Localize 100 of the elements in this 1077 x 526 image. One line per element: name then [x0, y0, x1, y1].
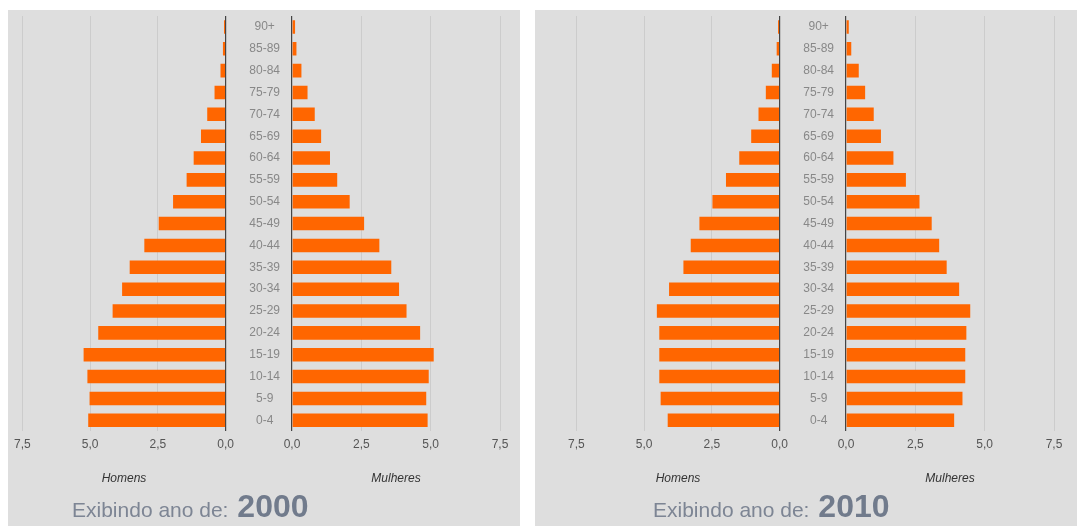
x-axis-title: Mulheres — [925, 471, 975, 486]
bar — [846, 326, 967, 340]
bar — [765, 85, 780, 100]
y-tick-label: 30-34 — [803, 281, 835, 296]
bar — [292, 304, 407, 318]
y-tick-label: 0-4 — [255, 412, 274, 427]
bar — [846, 216, 932, 231]
x-tick-label: 0,0 — [217, 436, 235, 451]
bar — [846, 413, 955, 428]
x-tick-label: 7,5 — [568, 436, 585, 451]
bar — [846, 304, 971, 318]
y-tick-label: 75-79 — [803, 84, 835, 99]
x-tick-label: 5,0 — [976, 436, 994, 451]
bar — [292, 282, 400, 296]
y-tick-label: 20-24 — [249, 325, 281, 340]
x-tick-label: 2,5 — [149, 436, 167, 451]
y-tick-label: 80-84 — [249, 62, 281, 77]
bar — [292, 129, 322, 143]
bar — [207, 107, 226, 122]
text: Exibindo ano de: — [653, 498, 810, 521]
bar — [144, 238, 226, 253]
y-tick-label: 30-34 — [249, 281, 281, 296]
bar — [292, 413, 428, 428]
bar — [292, 391, 427, 406]
bar — [846, 151, 894, 165]
bar — [846, 129, 881, 143]
bar — [292, 347, 434, 362]
text: 2000 — [236, 488, 309, 524]
x-tick-label: 0,0 — [837, 436, 855, 451]
x-axis-title: Mulheres — [371, 471, 421, 486]
bar — [292, 107, 315, 122]
bar — [222, 42, 226, 56]
x-tick-label: 5,0 — [422, 436, 440, 451]
y-tick-label: 15-19 — [249, 347, 281, 362]
bar — [292, 216, 365, 231]
y-tick-label: 25-29 — [803, 303, 835, 318]
bar — [89, 391, 226, 406]
bar — [173, 194, 226, 209]
text: Exibindo ano de: — [72, 498, 229, 521]
x-tick-label: 2,5 — [352, 436, 370, 451]
bar — [846, 260, 947, 275]
y-tick-label: 90+ — [808, 19, 829, 34]
bar — [292, 260, 392, 275]
y-tick-label: 20-24 — [803, 325, 835, 340]
bar — [200, 129, 226, 143]
y-tick-label: 10-14 — [249, 368, 281, 383]
bar — [699, 216, 780, 231]
y-tick-label: 90+ — [254, 19, 275, 34]
x-tick-label: 7,5 — [1045, 436, 1063, 451]
y-tick-label: 25-29 — [249, 303, 281, 318]
x-tick-label: 7,5 — [491, 436, 509, 451]
bar — [129, 260, 226, 275]
y-tick-label: 80-84 — [803, 62, 835, 77]
y-tick-label: 35-39 — [803, 259, 835, 274]
bar — [659, 326, 780, 340]
y-tick-label: 35-39 — [249, 259, 281, 274]
y-tick-label: 45-49 — [249, 215, 281, 230]
bar — [846, 85, 866, 100]
bar — [292, 85, 308, 100]
bar — [660, 391, 780, 406]
bar — [292, 238, 380, 253]
bar — [846, 282, 960, 296]
x-tick-label: 2,5 — [906, 436, 924, 451]
bar — [846, 20, 849, 34]
bar — [292, 194, 350, 209]
bar — [846, 107, 874, 122]
x-tick-label: 7,5 — [14, 436, 31, 451]
y-tick-label: 40-44 — [249, 237, 281, 252]
y-tick-label: 40-44 — [803, 237, 835, 252]
bar — [683, 260, 780, 275]
bar — [158, 216, 226, 231]
text: 2010 — [817, 488, 890, 524]
bar — [739, 151, 780, 165]
bar — [758, 107, 780, 122]
y-tick-label: 5-9 — [255, 390, 274, 405]
bar — [83, 347, 226, 362]
x-tick-label: 5,0 — [635, 436, 653, 451]
bar — [88, 413, 226, 428]
bar — [846, 391, 963, 406]
bar — [292, 151, 330, 165]
y-tick-label: 60-64 — [249, 150, 281, 165]
y-tick-label: 65-69 — [249, 128, 281, 143]
x-axis-title: Homens — [655, 471, 701, 486]
bar — [846, 63, 859, 78]
bar — [292, 369, 429, 384]
y-tick-label: 65-69 — [803, 128, 835, 143]
y-tick-label: 50-54 — [803, 194, 835, 209]
bar — [87, 369, 226, 384]
bar — [292, 326, 421, 340]
bar — [725, 173, 780, 187]
y-tick-label: 60-64 — [803, 150, 835, 165]
bar — [193, 151, 226, 165]
bar — [751, 129, 780, 143]
bar — [122, 282, 226, 296]
y-tick-label: 75-79 — [249, 84, 281, 99]
y-tick-label: 5-9 — [809, 390, 828, 405]
bar — [669, 282, 780, 296]
bar — [667, 413, 780, 428]
y-tick-label: 85-89 — [249, 41, 281, 56]
bar — [659, 369, 780, 384]
